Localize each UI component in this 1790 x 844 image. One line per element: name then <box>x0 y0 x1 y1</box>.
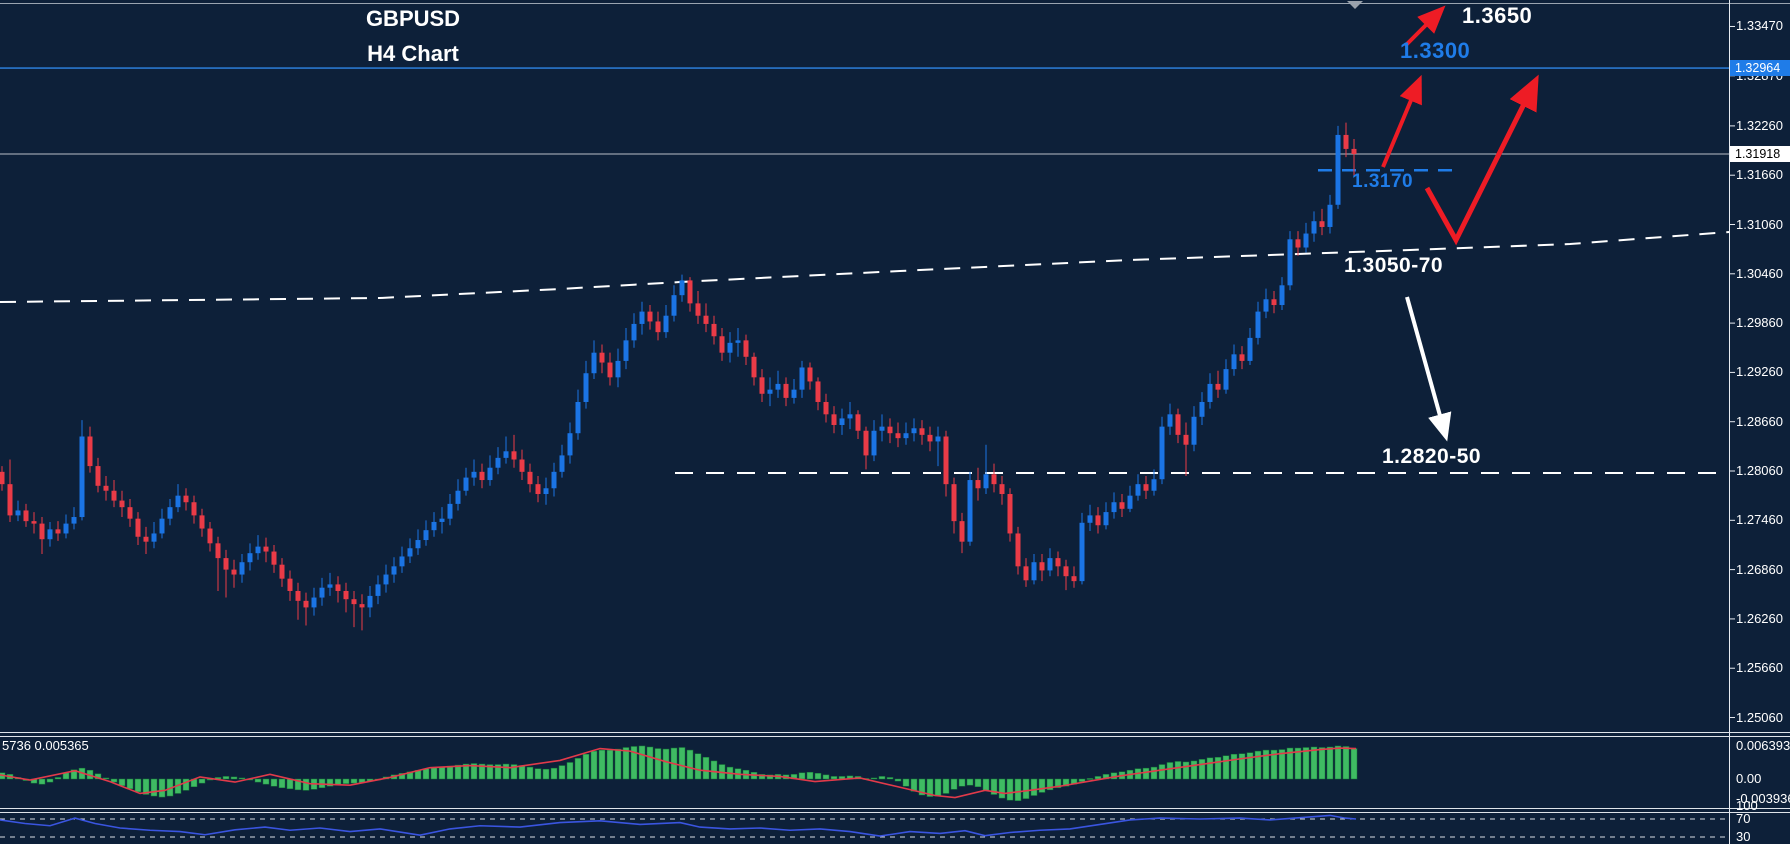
macd-histogram <box>0 745 1358 801</box>
price-tick-label: 1.31060 <box>1736 216 1783 232</box>
price-tick-label: 1.33470 <box>1736 18 1783 34</box>
macd-signal-line <box>0 747 1357 799</box>
panel-separator[interactable] <box>0 732 1790 733</box>
macd-value-label: 5736 0.005365 <box>2 738 89 753</box>
price-tick-label: 1.29260 <box>1736 364 1783 380</box>
macd-tick-label: 0.00 <box>1736 771 1762 786</box>
price-tick-label: 1.25660 <box>1736 660 1783 676</box>
red-arrow-to-13300[interactable] <box>1381 74 1422 168</box>
price-tick-label: 1.32260 <box>1736 117 1783 133</box>
price-tick-label: 1.27460 <box>1736 512 1783 528</box>
panel-separator[interactable] <box>0 736 1790 737</box>
timeframe-title: H4 Chart <box>367 41 459 66</box>
panel-separator[interactable] <box>0 812 1790 813</box>
red-arrow-pullback-v[interactable] <box>1424 74 1539 246</box>
rsi-tick-label: 70 <box>1736 811 1751 826</box>
white-arrow-breakdown[interactable] <box>1405 296 1452 442</box>
window-top-border <box>0 3 1790 4</box>
price-tick-label: 1.28060 <box>1736 463 1783 478</box>
price-tick-label: 1.26260 <box>1736 610 1783 626</box>
price-tick-label: 1.25060 <box>1736 709 1783 725</box>
price-tick-label: 1.30460 <box>1736 265 1783 281</box>
price-tick-label: 1.26860 <box>1736 561 1783 577</box>
candlestick-series[interactable] <box>0 122 1357 631</box>
rising-trendline-dashed[interactable] <box>0 231 1730 303</box>
rsi-tick-label: 30 <box>1736 829 1751 844</box>
price-tag-current: 1.31918 <box>1730 146 1790 162</box>
rsi-line <box>0 814 1357 837</box>
level-label-13300[interactable]: 1.3300 <box>1400 38 1471 63</box>
zone-label-12820-50[interactable]: 1.2820-50 <box>1382 445 1482 468</box>
macd-tick-label: 0.006393 <box>1736 737 1790 753</box>
price-tick-label: 1.28660 <box>1736 413 1783 429</box>
price-tick-label: 1.31660 <box>1736 167 1783 183</box>
panel-separator[interactable] <box>0 808 1790 809</box>
macd-tick-label: -0.003936 <box>1736 791 1790 807</box>
chart-title: GBPUSD H4 Chart <box>288 1 538 71</box>
price-axis-border <box>1729 0 1730 844</box>
zone-label-13050-70[interactable]: 1.3050-70 <box>1344 254 1444 277</box>
red-arrow-to-13650[interactable] <box>1403 5 1446 48</box>
symbol-title: GBPUSD <box>365 6 461 31</box>
price-tag-alert: 1.32964 <box>1730 60 1790 77</box>
target-label-13650[interactable]: 1.3650 <box>1462 3 1533 28</box>
price-tick-label: 1.29860 <box>1736 315 1783 331</box>
rsi-tick-label: 100 <box>1736 797 1758 813</box>
level-label-13170[interactable]: 1.3170 <box>1352 171 1414 192</box>
